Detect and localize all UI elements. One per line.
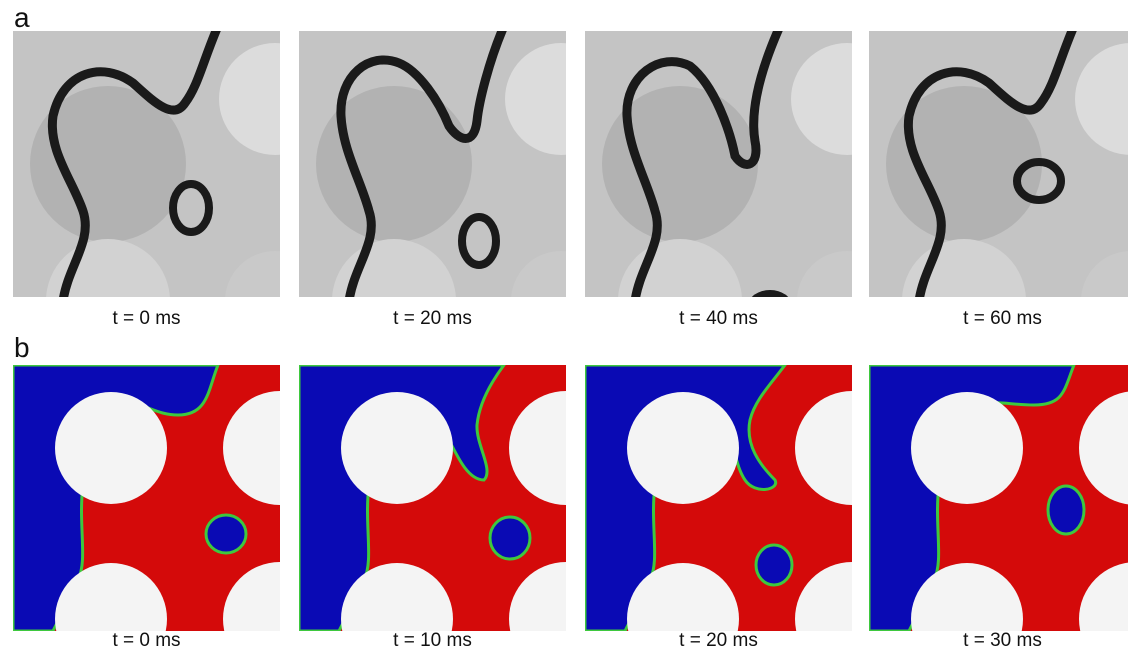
frame-caption: t = 20 ms — [393, 308, 472, 329]
simulation-frame-2 — [299, 365, 566, 631]
micrograph-frame-2 — [299, 31, 566, 297]
simulation-image — [299, 365, 566, 631]
frame-caption: t = 20 ms — [679, 630, 758, 651]
simulation-frame-3 — [585, 365, 852, 631]
panel-letter-a: a — [14, 2, 30, 33]
frame-caption: t = 60 ms — [963, 308, 1042, 329]
frame-caption: t = 0 ms — [112, 630, 181, 651]
frame-caption: t = 30 ms — [963, 630, 1042, 651]
micrograph-image — [585, 31, 852, 297]
frame-caption: t = 10 ms — [393, 630, 472, 651]
micrograph-image — [869, 31, 1128, 297]
micrograph-frame-1 — [13, 31, 280, 297]
frame-caption: t = 40 ms — [679, 308, 758, 329]
simulation-frame-4 — [869, 365, 1128, 631]
micrograph-frame-3 — [585, 31, 852, 297]
micrograph-image — [299, 31, 566, 297]
simulation-image — [13, 365, 280, 631]
panel-letter-b: b — [14, 332, 30, 363]
micrograph-image — [13, 31, 280, 297]
simulation-image — [869, 365, 1128, 631]
frame-caption: t = 0 ms — [112, 308, 181, 329]
micrograph-frame-4 — [869, 31, 1128, 297]
simulation-image — [585, 365, 852, 631]
simulation-frame-1 — [13, 365, 280, 631]
